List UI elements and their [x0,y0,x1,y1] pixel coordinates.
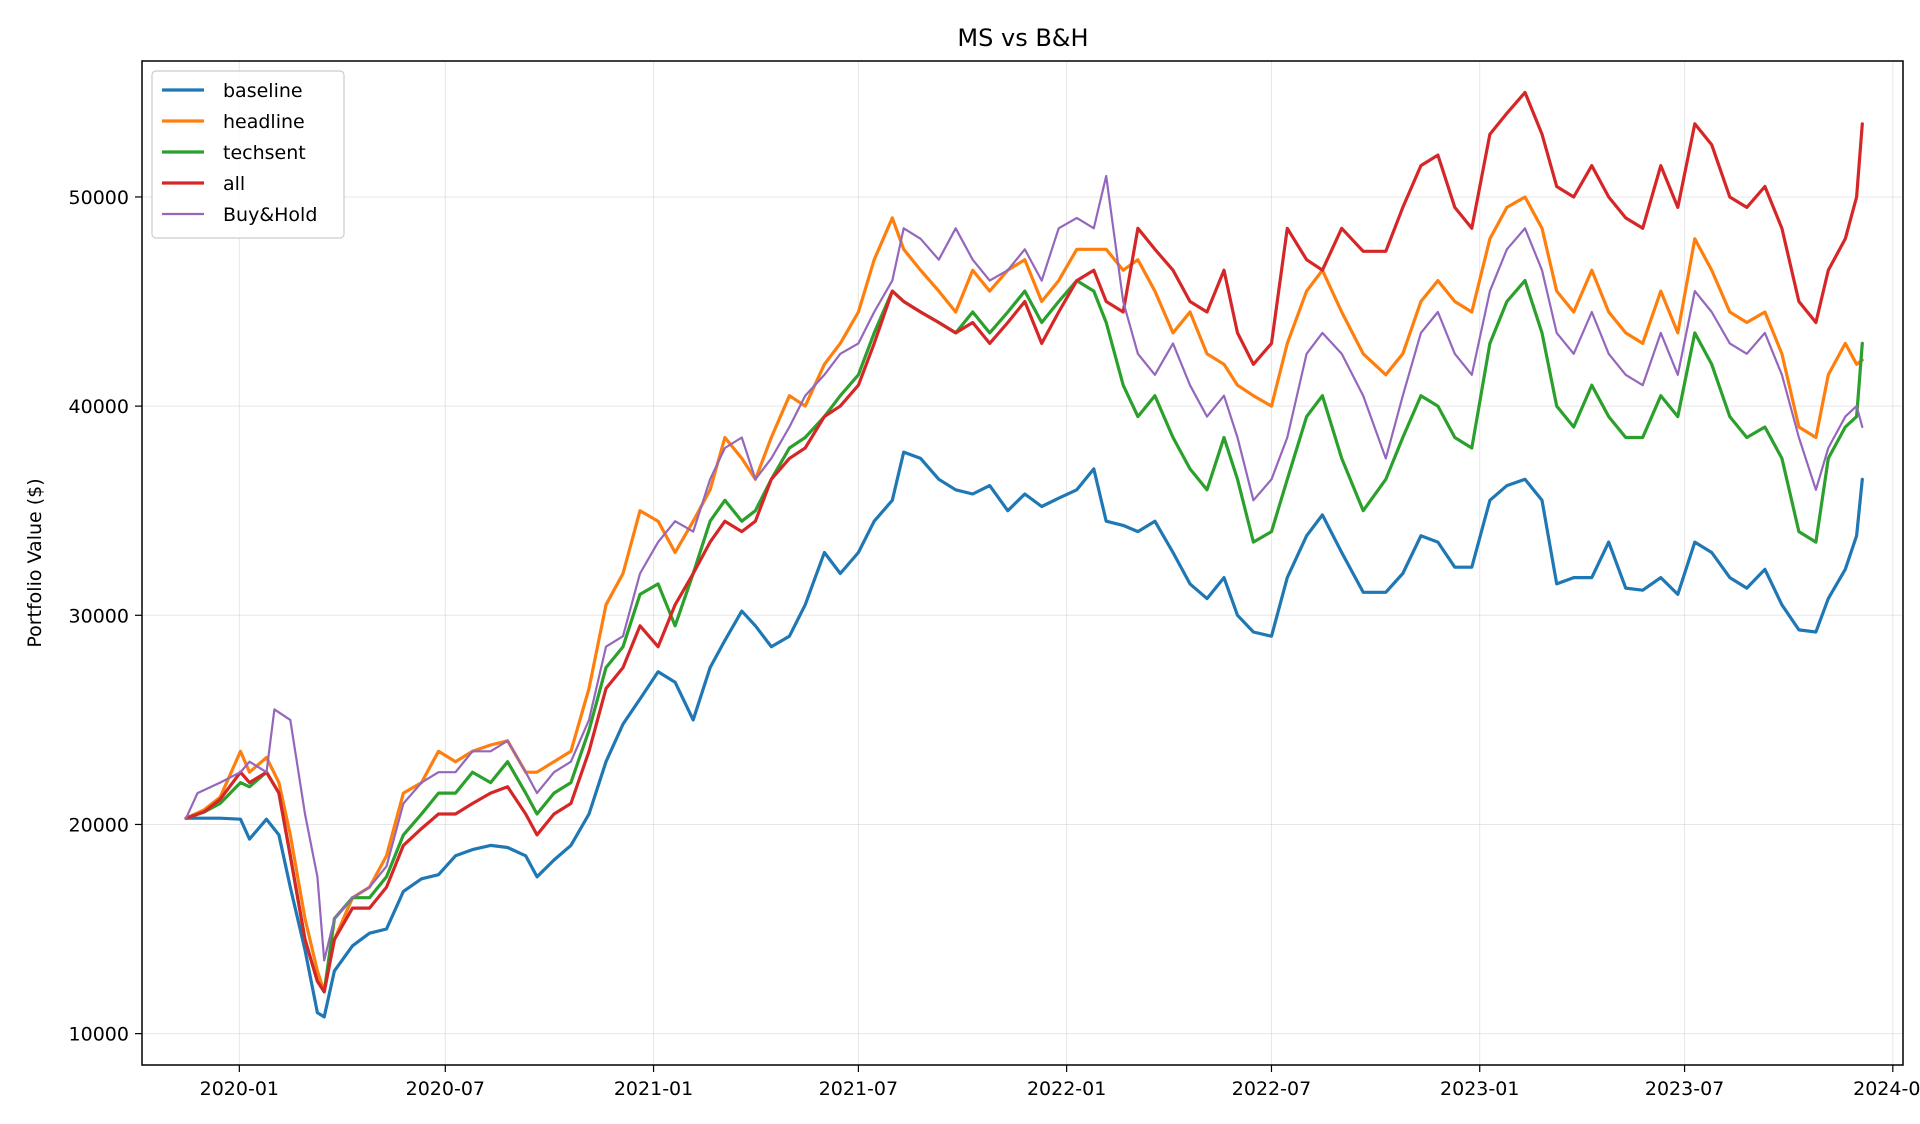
y-tick-label: 40000 [69,396,129,418]
y-tick-label: 30000 [69,605,129,627]
legend-label-headline: headline [223,111,305,133]
x-tick-label: 2022-01 [1027,1078,1106,1100]
legend: baseline headline techsent all Buy&Hold [151,70,345,239]
x-tick-label: 2020-01 [200,1078,279,1100]
series-line-all [184,90,1864,994]
series-line-baseline [184,450,1864,1019]
legend-label-techsent: techsent [223,142,306,164]
x-axis: 2020-01 2020-07 2021-01 2021-07 2022-01 2022-… [200,1065,1920,1100]
y-axis-label: Portfolio Value ($) [24,478,46,647]
x-tick-label: 2023-01 [1440,1078,1519,1100]
series-line-techsent [184,279,1864,994]
series-lines [184,90,1864,1019]
legend-label-baseline: baseline [223,80,303,102]
x-tick-label: 2021-07 [819,1078,898,1100]
legend-label-buy-hold: Buy&Hold [223,204,317,226]
x-tick-label: 2022-07 [1232,1078,1311,1100]
series-line-buy-hold [185,174,1864,962]
y-tick-label: 10000 [69,1024,129,1046]
x-tick-label: 2021-01 [614,1078,693,1100]
legend-box [151,70,345,239]
plot-frame [141,60,1904,1066]
y-tick-label: 50000 [69,187,129,209]
x-tick-label: 2020-07 [406,1078,485,1100]
x-tick-label: 2023-07 [1645,1078,1724,1100]
chart-title: MS vs B&H [957,24,1088,52]
y-tick-label: 20000 [69,814,129,836]
x-tick-label: 2024-01 [1853,1078,1920,1100]
legend-label-all: all [223,173,245,195]
grid [142,61,1903,1065]
y-axis: 10000 20000 30000 40000 50000 [69,187,142,1046]
